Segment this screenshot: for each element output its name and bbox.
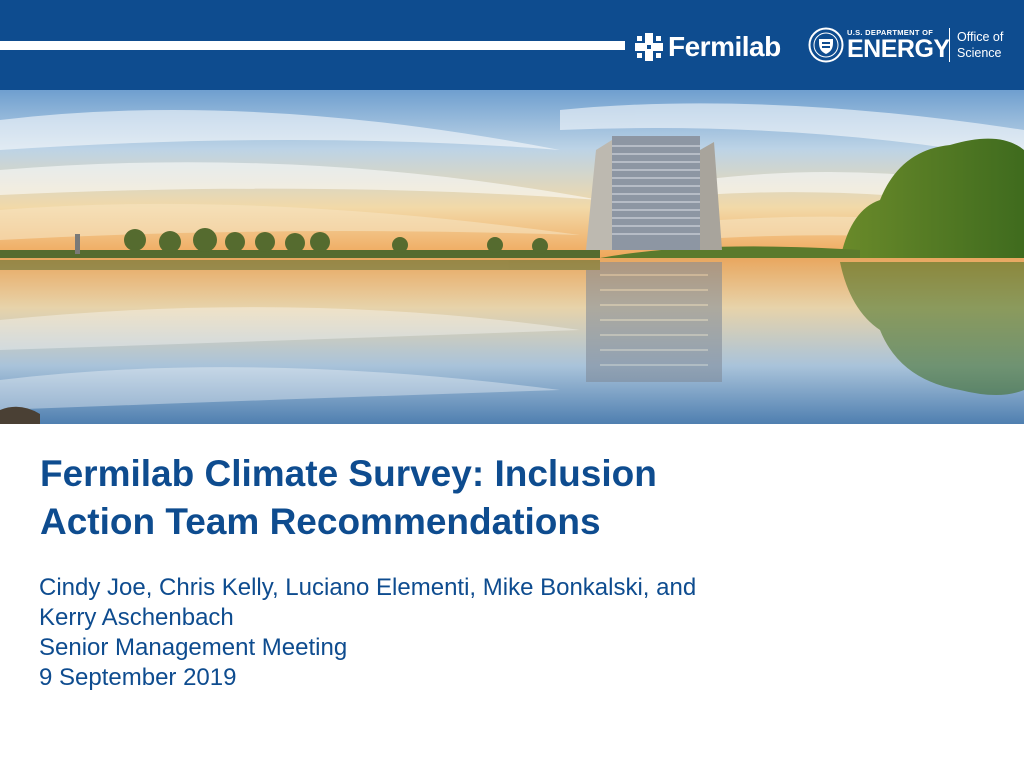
office-line-1: Office of	[957, 30, 1004, 44]
fermilab-wordmark: Fermilab	[668, 31, 781, 62]
fermilab-logo-icon	[635, 33, 663, 61]
authors-line-1: Cindy Joe, Chris Kelly, Luciano Elementi…	[39, 574, 697, 601]
slide-title: Fermilab Climate Survey: Inclusion Actio…	[40, 450, 940, 546]
doe-department-text: U.S. DEPARTMENT OF	[847, 28, 934, 37]
title-line-1: Fermilab Climate Survey: Inclusion	[40, 453, 657, 494]
meeting-name: Senior Management Meeting	[39, 634, 348, 661]
doe-seal-icon	[808, 27, 844, 63]
office-of-science: Office of Science	[957, 29, 1003, 61]
fermilab-logo: Fermilab	[634, 28, 781, 66]
wilson-hall-building	[586, 136, 722, 250]
logo-divider	[949, 28, 950, 62]
doe-energy-text: ENERGY	[847, 35, 950, 63]
header-stripe	[0, 41, 625, 50]
wilson-hall-photo	[0, 90, 1024, 424]
header-band: Fermilab U.S. DEPARTMENT OF ENERGY Offic…	[0, 0, 1024, 90]
doe-wordmark: U.S. DEPARTMENT OF ENERGY	[847, 28, 950, 63]
title-line-2: Action Team Recommendations	[40, 501, 601, 542]
slide-subtitle: Cindy Joe, Chris Kelly, Luciano Elementi…	[39, 573, 939, 693]
meeting-date: 9 September 2019	[39, 664, 237, 691]
office-line-2: Science	[957, 46, 1002, 60]
authors-line-2: Kerry Aschenbach	[39, 604, 234, 631]
